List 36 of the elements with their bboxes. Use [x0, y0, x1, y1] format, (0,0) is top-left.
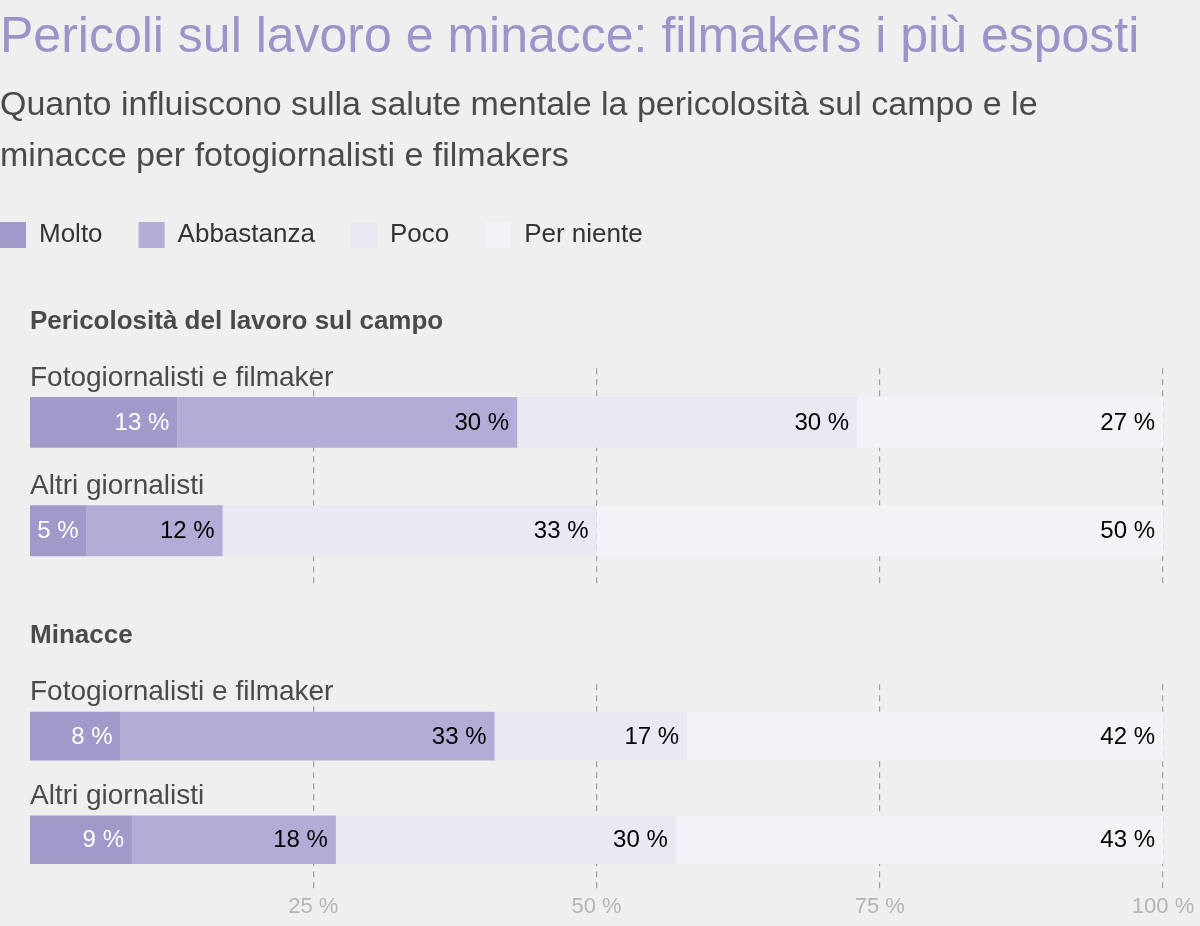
y-tick-label: Fotogiornalisti e filmaker	[30, 360, 334, 392]
bar	[30, 505, 87, 557]
data-label: 18 %	[273, 825, 328, 853]
bar	[30, 711, 121, 761]
data-label: 42 %	[1100, 721, 1155, 749]
x-tick-label: 50 %	[571, 892, 622, 918]
text: Quanto influiscono sulla salute mentale la pericolosità sul campo e le minacce per fotogiornalisti e filmakers	[0, 83, 1039, 175]
data-label: 13 %	[114, 408, 170, 436]
data-label: 12 %	[159, 516, 215, 544]
y-tick-label: Altri giornalisti	[30, 779, 205, 811]
bar	[30, 396, 178, 448]
legend-label: Molto	[39, 218, 103, 249]
x-tick-label: 25 %	[288, 892, 339, 918]
y-tick-label: Fotogiornalisti e filmaker	[30, 675, 334, 707]
data-label: 33 %	[533, 516, 589, 544]
legend-label: Abbastanza	[177, 218, 316, 249]
data-label: 50 %	[1100, 516, 1155, 544]
data-label: 30 %	[613, 825, 668, 853]
chart-title: Minacce	[30, 618, 133, 649]
x-tick-label: 75 %	[854, 892, 905, 918]
data-label: 30 %	[794, 408, 850, 436]
y-tick-label: Altri giornalisti	[30, 469, 205, 501]
data-label: 17 %	[624, 721, 680, 749]
bar	[30, 815, 132, 865]
data-label: 27 %	[1100, 408, 1155, 436]
data-label: 8 %	[71, 721, 113, 749]
x-tick-label: 100 %	[1131, 892, 1195, 918]
legend-label: Per niente	[524, 218, 643, 249]
data-label: 5 %	[37, 516, 79, 544]
legend-label: Poco	[389, 218, 450, 249]
data-label: 33 %	[431, 721, 487, 749]
data-label: 30 %	[454, 408, 510, 436]
chart-title: Pericolosità del lavoro sul campo	[30, 304, 444, 335]
text: Pericoli sul lavoro e minacce: filmakers i più esposti	[0, 6, 1140, 64]
data-label: 43 %	[1100, 825, 1155, 853]
data-label: 9 %	[82, 825, 124, 853]
